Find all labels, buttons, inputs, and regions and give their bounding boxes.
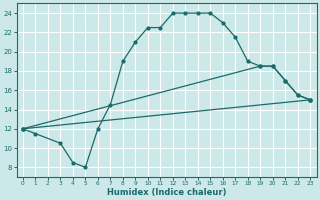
X-axis label: Humidex (Indice chaleur): Humidex (Indice chaleur) (107, 188, 226, 197)
